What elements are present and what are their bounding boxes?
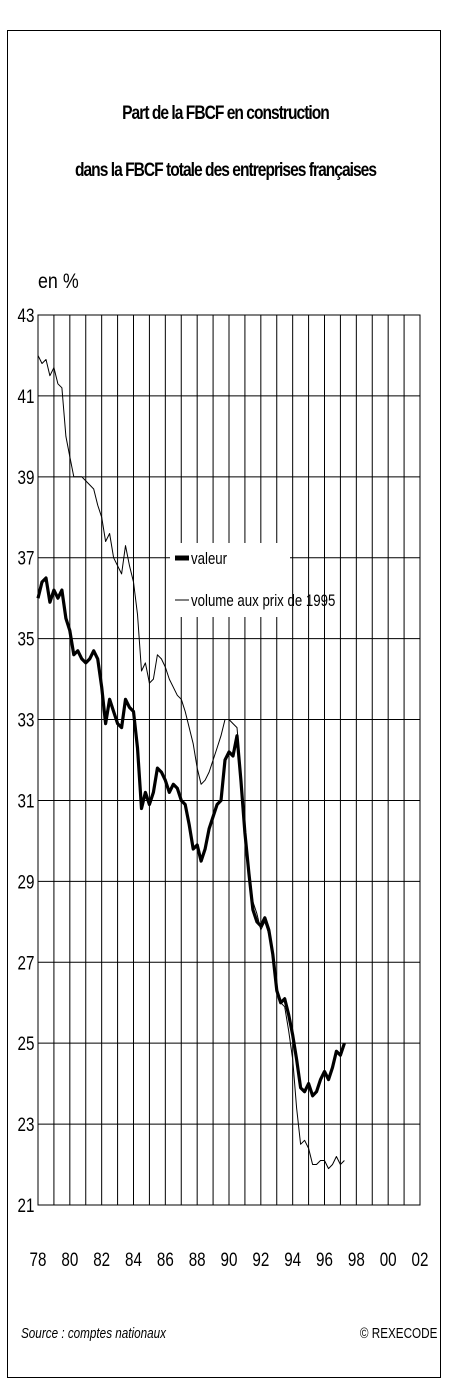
- y-tick-label: 21: [18, 1194, 35, 1216]
- y-axis-unit-label: en %: [38, 270, 79, 293]
- y-tick-label: 25: [18, 1033, 35, 1055]
- y-tick-label: 35: [18, 628, 35, 650]
- x-tick-label: 88: [189, 1248, 206, 1270]
- legend-label: valeur: [191, 550, 227, 569]
- y-tick-label: 33: [18, 709, 35, 731]
- chart-frame: [7, 30, 441, 1378]
- y-tick-label: 41: [18, 385, 35, 407]
- x-tick-label: 78: [30, 1248, 47, 1270]
- x-tick-label: 00: [380, 1248, 397, 1270]
- x-tick-label: 02: [412, 1248, 429, 1270]
- series-line-valeur: [36, 576, 346, 1098]
- x-tick-label: 94: [284, 1248, 301, 1270]
- y-tick-label: 31: [18, 790, 35, 812]
- y-tick-label: 37: [18, 547, 35, 569]
- legend-label: volume aux prix de 1995: [191, 592, 335, 611]
- x-tick-label: 96: [316, 1248, 333, 1270]
- x-tick-label: 92: [252, 1248, 269, 1270]
- y-tick-label: 43: [18, 304, 35, 326]
- series-line-volume: [37, 355, 345, 1170]
- x-tick-label: 86: [157, 1248, 174, 1270]
- x-tick-label: 90: [221, 1248, 238, 1270]
- y-tick-label: 27: [18, 952, 35, 974]
- y-tick-label: 29: [18, 871, 35, 893]
- x-tick-label: 80: [61, 1248, 78, 1270]
- copyright-note: © REXECODE: [359, 1325, 437, 1342]
- x-tick-label: 98: [348, 1248, 365, 1270]
- y-tick-label: 39: [18, 466, 35, 488]
- x-tick-label: 82: [93, 1248, 110, 1270]
- chart-title-line-1: Part de la FBCF en construction: [122, 103, 330, 124]
- x-tick-label: 84: [125, 1248, 142, 1270]
- legend-box: [170, 543, 290, 617]
- source-note: Source : comptes nationaux: [21, 1325, 167, 1342]
- y-tick-label: 23: [18, 1113, 35, 1135]
- chart-title-line-2: dans la FBCF totale des entreprises fran…: [74, 160, 377, 181]
